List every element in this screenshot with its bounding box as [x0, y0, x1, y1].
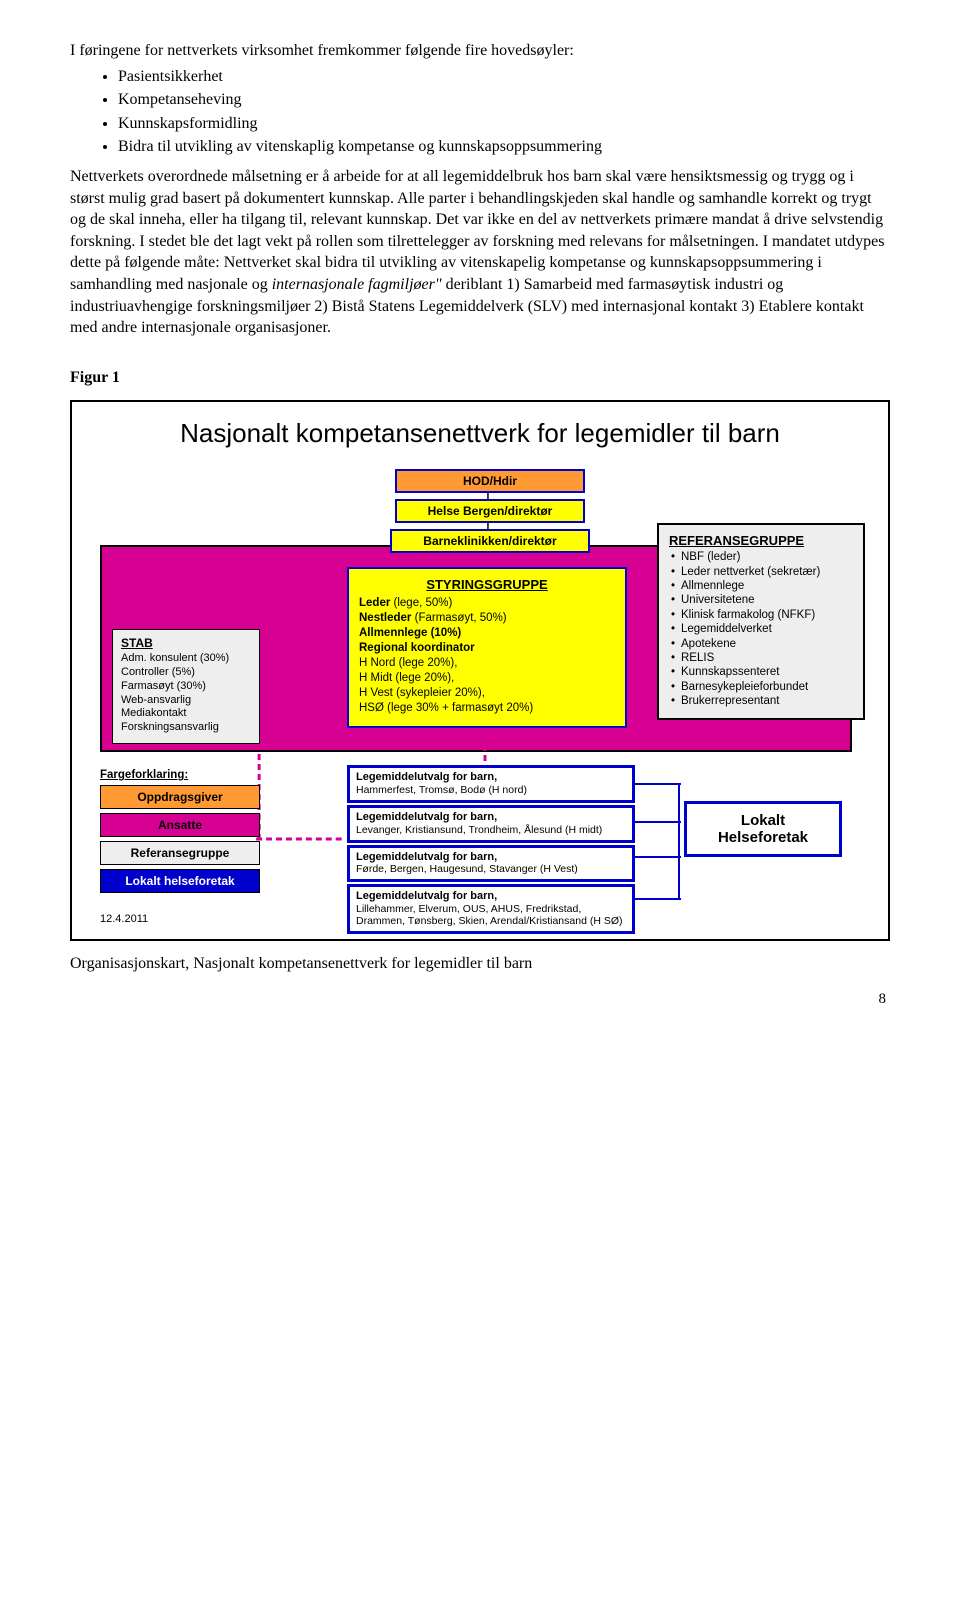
lu-box-so: Legemiddelutvalg for barn, Lillehammer, …: [347, 884, 635, 934]
lu-box-vest: Legemiddelutvalg for barn, Førde, Bergen…: [347, 845, 635, 883]
hier-hod: HOD/Hdir: [395, 469, 585, 493]
diagram-date: 12.4.2011: [100, 913, 148, 925]
figure-caption: Organisasjonskart, Nasjonalt kompetansen…: [70, 955, 890, 973]
lu-sub: Lillehammer, Elverum, OUS, AHUS, Fredrik…: [356, 903, 626, 927]
lu-stack: Legemiddelutvalg for barn, Hammerfest, T…: [347, 765, 635, 936]
lu-box-midt: Legemiddelutvalg for barn, Levanger, Kri…: [347, 805, 635, 843]
intro-line: I føringene for nettverkets virksomhet f…: [70, 40, 890, 62]
org-chart: Nasjonalt kompetansenettverk for legemid…: [70, 400, 890, 941]
stab-row: Mediakontakt: [121, 707, 251, 721]
ref-item: Kunnskapssenteret: [681, 665, 853, 679]
ref-item: Leder nettverket (sekretær): [681, 565, 853, 579]
steering-title: STYRINGSGRUPPE: [359, 577, 615, 592]
para-a: Nettverkets overordnede målsetning er å …: [70, 168, 884, 293]
lokalt-line1: Lokalt: [691, 812, 835, 829]
steering-label: Nestleder: [359, 612, 411, 624]
lu-title: Legemiddelutvalg for barn,: [356, 811, 626, 824]
lu-title: Legemiddelutvalg for barn,: [356, 851, 626, 864]
legend-row-oppdragsgiver: Oppdragsgiver: [100, 785, 260, 809]
steering-row: Nestleder (Farmasøyt, 50%): [359, 611, 615, 626]
ref-item: Universitetene: [681, 593, 853, 607]
stab-box: STAB Adm. konsulent (30%) Controller (5%…: [112, 629, 260, 744]
legend-row-referansegruppe: Referansegruppe: [100, 841, 260, 865]
reference-group-box: REFERANSEGRUPPE NBF (leder) Leder nettve…: [657, 523, 865, 720]
bullet-item: Kompetanseheving: [118, 89, 890, 111]
stab-row: Adm. konsulent (30%): [121, 652, 251, 666]
steering-row: Leder (lege, 50%): [359, 596, 615, 611]
page-number: 8: [70, 991, 890, 1008]
bullet-item: Bidra til utvikling av vitenskaplig komp…: [118, 136, 890, 158]
stab-row: Forskningsansvarlig: [121, 721, 251, 735]
ref-item: Brukerrepresentant: [681, 694, 853, 708]
ref-item: NBF (leder): [681, 550, 853, 564]
reference-list: NBF (leder) Leder nettverket (sekretær) …: [669, 550, 853, 708]
figure-label: Figur 1: [70, 367, 890, 389]
steering-val: (lege, 50%): [394, 597, 453, 609]
steering-group-box: STYRINGSGRUPPE Leder (lege, 50%) Nestled…: [347, 567, 627, 728]
ref-item: RELIS: [681, 651, 853, 665]
lu-box-nord: Legemiddelutvalg for barn, Hammerfest, T…: [347, 765, 635, 803]
legend-row-lokalt: Lokalt helseforetak: [100, 869, 260, 893]
steering-label: Allmennlege (10%): [359, 627, 461, 639]
para-b-italic: internasjonale fagmiljøer": [272, 276, 446, 293]
stab-row: Farmasøyt (30%): [121, 680, 251, 694]
stab-row: Web-ansvarlig: [121, 694, 251, 708]
steering-val: H Nord (lege 20%),: [359, 657, 457, 669]
lokalt-line2: Helseforetak: [691, 829, 835, 846]
legend-row-ansatte: Ansatte: [100, 813, 260, 837]
page: I føringene for nettverkets virksomhet f…: [0, 0, 960, 1028]
ref-item: Allmennlege: [681, 579, 853, 593]
ref-item: Klinisk farmakolog (NFKF): [681, 608, 853, 622]
steering-val: H Vest (sykepleier 20%),: [359, 687, 485, 699]
hier-helse-bergen: Helse Bergen/direktør: [395, 499, 585, 523]
lu-title: Legemiddelutvalg for barn,: [356, 890, 626, 903]
diagram-title: Nasjonalt kompetansenettverk for legemid…: [82, 418, 878, 449]
bullet-item: Pasientsikkerhet: [118, 66, 890, 88]
hier-barneklinikken: Barneklinikken/direktør: [390, 529, 590, 553]
main-paragraph: Nettverkets overordnede målsetning er å …: [70, 166, 890, 339]
ref-item: Apotekene: [681, 637, 853, 651]
steering-label: Regional koordinator: [359, 642, 475, 654]
pillar-bullets: Pasientsikkerhet Kompetanseheving Kunnsk…: [70, 66, 890, 158]
steering-row: H Vest (sykepleier 20%),: [359, 686, 615, 701]
diagram-body: HOD/Hdir Helse Bergen/direktør Barneklin…: [82, 459, 878, 929]
stab-row: Controller (5%): [121, 666, 251, 680]
steering-row: HSØ (lege 30% + farmasøyt 20%): [359, 701, 615, 716]
lu-sub: Hammerfest, Tromsø, Bodø (H nord): [356, 784, 626, 796]
ref-item: Barnesykepleieforbundet: [681, 680, 853, 694]
steering-val: H Midt (lege 20%),: [359, 672, 454, 684]
reference-title: REFERANSEGRUPPE: [669, 533, 853, 548]
legend-title: Fargeforklaring:: [100, 769, 260, 781]
bullet-item: Kunnskapsformidling: [118, 113, 890, 135]
lu-sub: Levanger, Kristiansund, Trondheim, Ålesu…: [356, 824, 626, 836]
steering-row: Allmennlege (10%): [359, 626, 615, 641]
steering-row: H Nord (lege 20%),: [359, 656, 615, 671]
color-legend: Fargeforklaring: Oppdragsgiver Ansatte R…: [100, 769, 260, 897]
steering-row: H Midt (lege 20%),: [359, 671, 615, 686]
lu-title: Legemiddelutvalg for barn,: [356, 771, 626, 784]
lu-sub: Førde, Bergen, Haugesund, Stavanger (H V…: [356, 863, 626, 875]
lokalt-helseforetak-box: Lokalt Helseforetak: [684, 801, 842, 857]
steering-row: Regional koordinator: [359, 641, 615, 656]
stab-title: STAB: [121, 636, 251, 650]
ref-item: Legemiddelverket: [681, 622, 853, 636]
steering-val: (Farmasøyt, 50%): [415, 612, 507, 624]
steering-label: Leder: [359, 597, 390, 609]
steering-val: HSØ (lege 30% + farmasøyt 20%): [359, 702, 533, 714]
